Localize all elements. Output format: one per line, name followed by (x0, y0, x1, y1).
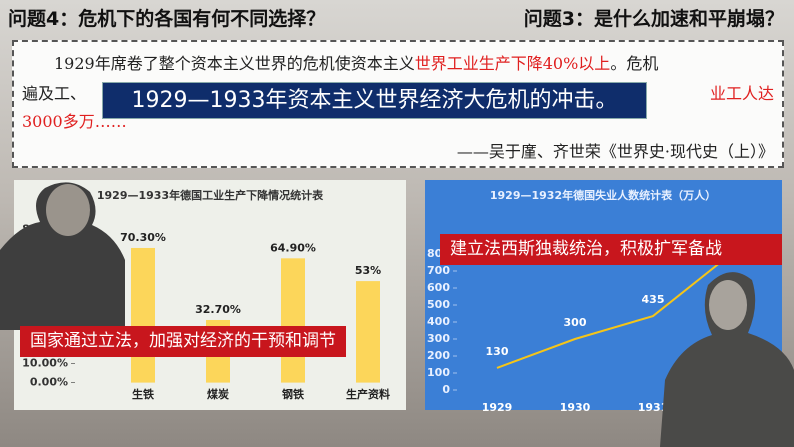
question-left: 问题4：危机下的各国有何不同选择？ (8, 8, 326, 30)
chart-title: 1929—1933年德国工业生产下降情况统计表 (97, 188, 324, 202)
x-tick-label: 生产资料 (346, 387, 390, 401)
data-label: 130 (486, 345, 509, 358)
data-label: 64.90% (270, 241, 316, 254)
bar (131, 247, 155, 383)
quote-line: 遍及工、 业工人达 (22, 80, 774, 104)
data-label: 53% (355, 264, 381, 277)
tag-left: 国家通过立法，加强对经济的干预和调节 (20, 326, 346, 357)
x-tick-label: 生铁 (132, 387, 154, 401)
photo-hitler (660, 272, 794, 447)
x-tick-label: 煤炭 (207, 387, 229, 401)
quote-source: ——吴于廑、齐世荣《世界史·现代史（上）》 (456, 142, 774, 161)
y-tick-label: 0.00% (30, 376, 68, 389)
y-tick-label: 700 (427, 264, 450, 277)
photo-roosevelt (0, 182, 125, 330)
y-tick-label: 100 (427, 366, 450, 379)
quote-text: 。危机 (610, 54, 659, 73)
y-tick-label: 300 (427, 332, 450, 345)
data-label: 70.30% (120, 231, 166, 244)
x-tick-label: 钢铁 (282, 387, 304, 401)
quote-highlight: 业工人达 (709, 84, 774, 103)
y-tick-label: 400 (427, 315, 450, 328)
quote-highlight: 世界工业生产下降40%以上 (414, 54, 611, 73)
data-label: 32.70% (195, 303, 241, 316)
y-tick-label: 600 (427, 281, 450, 294)
x-tick-label: 1930 (560, 401, 591, 414)
y-tick-label: 200 (427, 349, 450, 362)
photo-face (46, 184, 90, 236)
quote-text: 遍及工、 (22, 84, 87, 103)
y-tick-label: 0 (442, 383, 450, 396)
quote-text: 1929年席卷了整个资本主义世界的危机使资本主义 (54, 54, 415, 73)
data-label: 300 (564, 316, 587, 329)
y-tick-label: 500 (427, 298, 450, 311)
banner: 1929—1933年资本主义世界经济大危机的冲击。 (102, 82, 647, 119)
y-tick-label: 10.00% (22, 356, 68, 369)
question-right: 问题3：是什么加速和平崩塌？ (523, 8, 784, 30)
bar (356, 281, 380, 383)
x-tick-label: 1931 (638, 401, 669, 414)
bar (281, 258, 305, 383)
data-label: 435 (642, 293, 665, 306)
quote-line: 1929年席卷了整个资本主义世界的危机使资本主义世界工业生产下降40%以上。危机 (22, 50, 774, 74)
line (496, 253, 732, 369)
tag-right: 建立法西斯独裁统治，积极扩军备战 (440, 234, 782, 265)
quote-highlight: 3000多万…… (22, 112, 127, 131)
photo-face (709, 280, 747, 330)
x-tick-label: 1929 (482, 401, 513, 414)
chart-title: 1929—1932年德国失业人数统计表（万人） (490, 188, 716, 202)
